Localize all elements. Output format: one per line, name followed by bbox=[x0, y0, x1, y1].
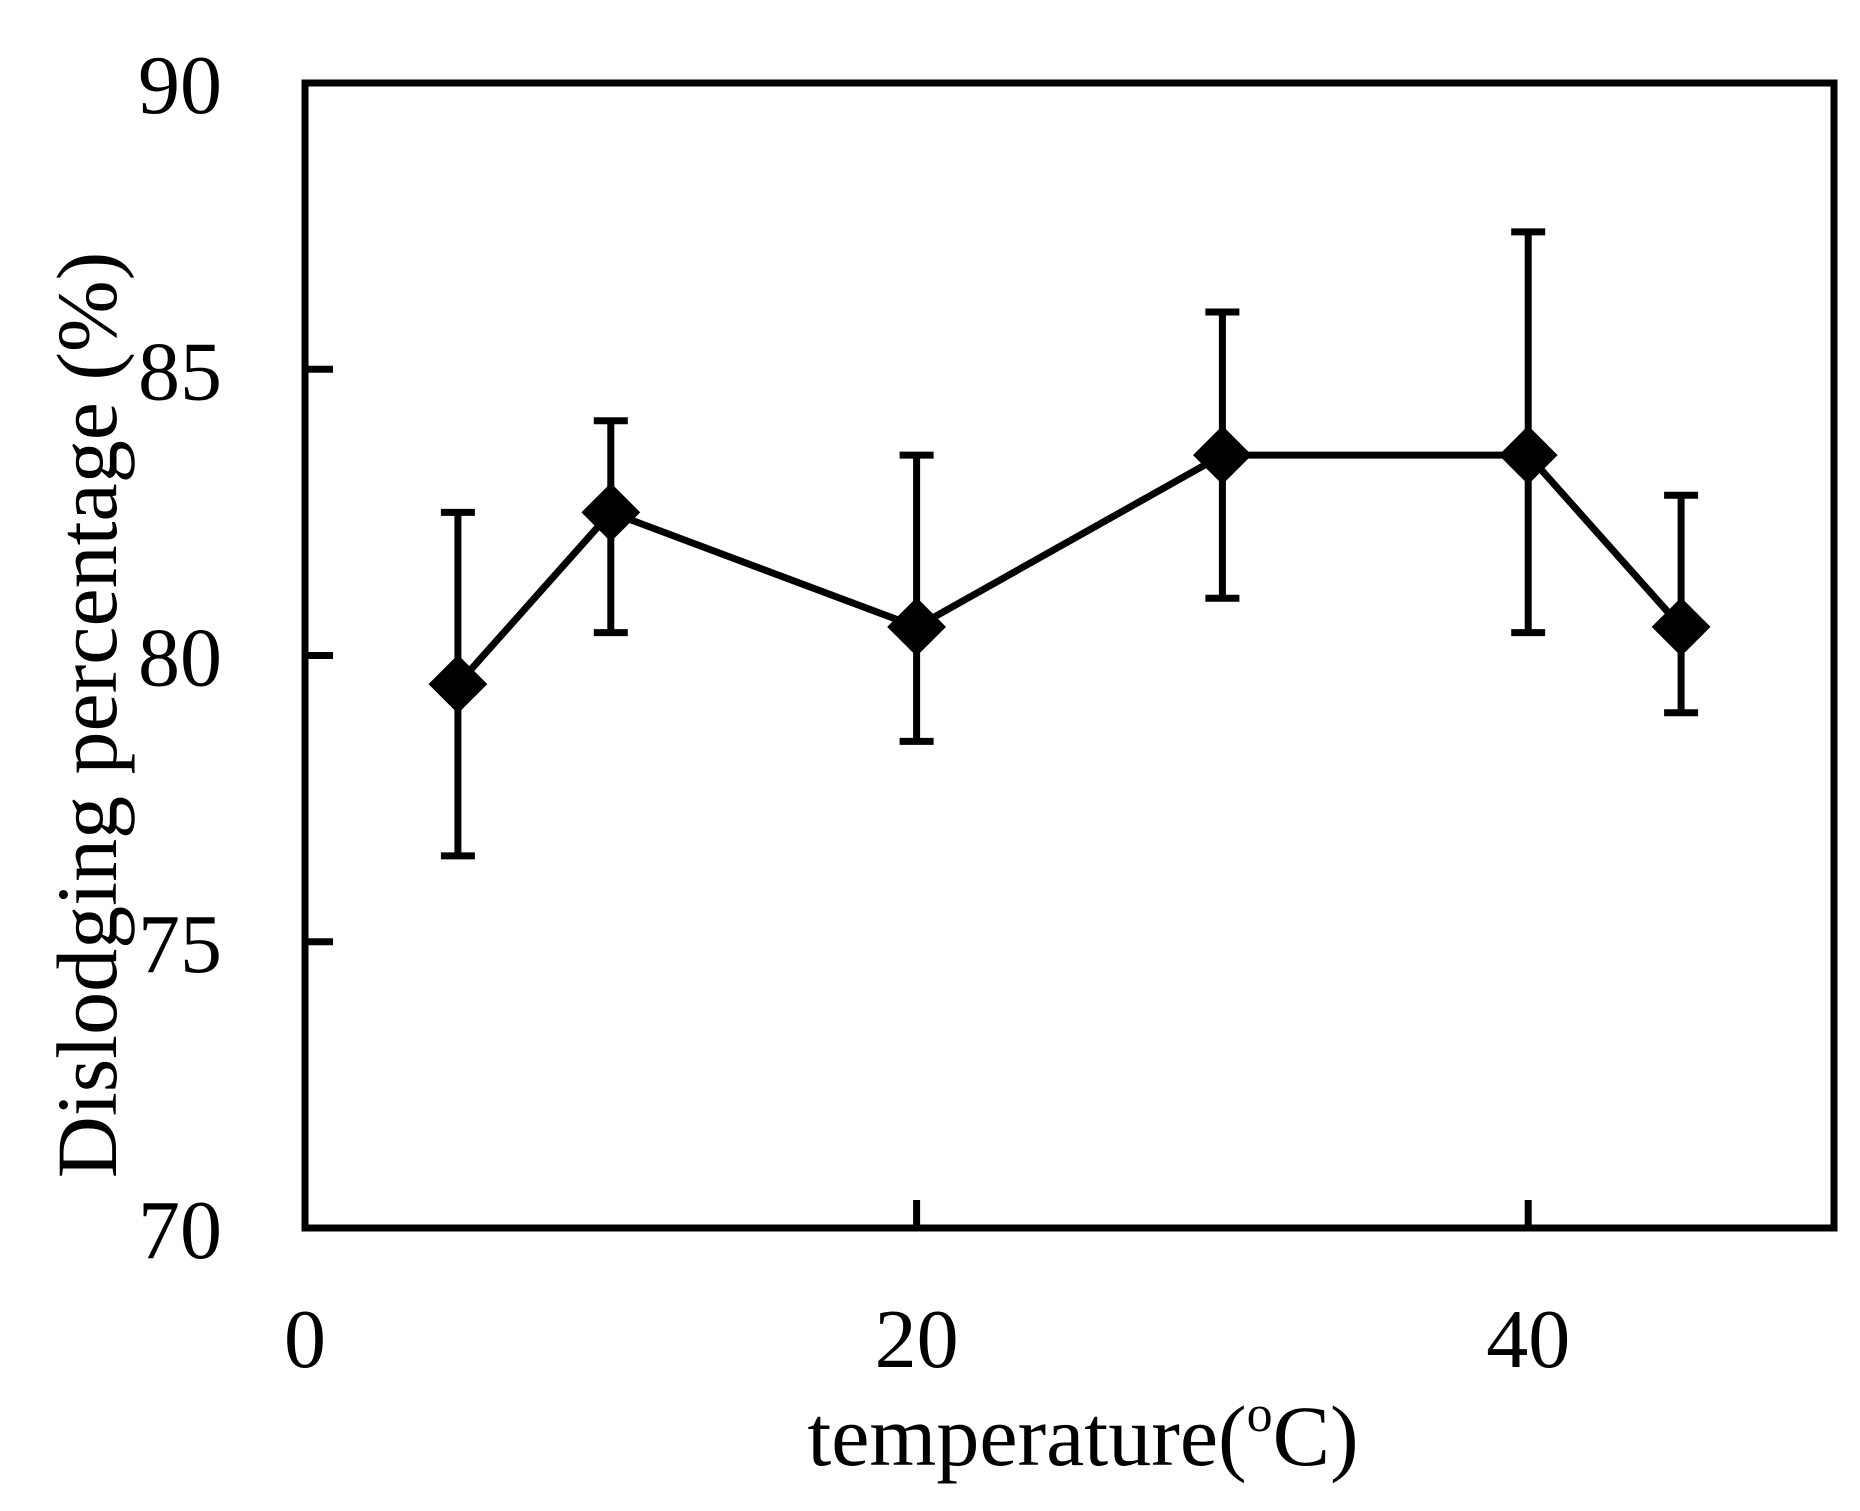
y-axis-title: Dislodging percentage (%) bbox=[39, 252, 135, 1179]
axes-layer bbox=[301, 79, 1838, 1232]
y-tick-label-70: 70 bbox=[138, 1184, 222, 1277]
x-axis-title: temperature(oC) bbox=[807, 1386, 1358, 1484]
data-point-10 bbox=[581, 482, 641, 542]
series-line-0 bbox=[455, 451, 1684, 687]
plot-frame bbox=[301, 79, 1838, 1232]
y-tick-label-90: 90 bbox=[138, 39, 222, 132]
y-tick-label-85: 85 bbox=[138, 325, 222, 418]
data-point-40 bbox=[1498, 425, 1558, 485]
x-tick-label-20: 20 bbox=[875, 1293, 959, 1386]
ticks-layer: 70 75 80 85 90 0 20 40 bbox=[138, 39, 1570, 1386]
marker-layer bbox=[428, 425, 1711, 714]
x-tick-label-0: 0 bbox=[284, 1293, 326, 1386]
data-point-5 bbox=[428, 654, 488, 714]
y-tick-label-80: 80 bbox=[138, 612, 222, 705]
data-point-20 bbox=[887, 597, 947, 657]
data-point-30 bbox=[1192, 425, 1252, 485]
x-tick-label-40: 40 bbox=[1486, 1293, 1570, 1386]
data-point-45 bbox=[1651, 597, 1711, 657]
line-layer bbox=[455, 451, 1684, 687]
label-layer: temperature(oC) Dislodging percentage (%… bbox=[39, 252, 1359, 1484]
y-tick-label-75: 75 bbox=[138, 898, 222, 991]
